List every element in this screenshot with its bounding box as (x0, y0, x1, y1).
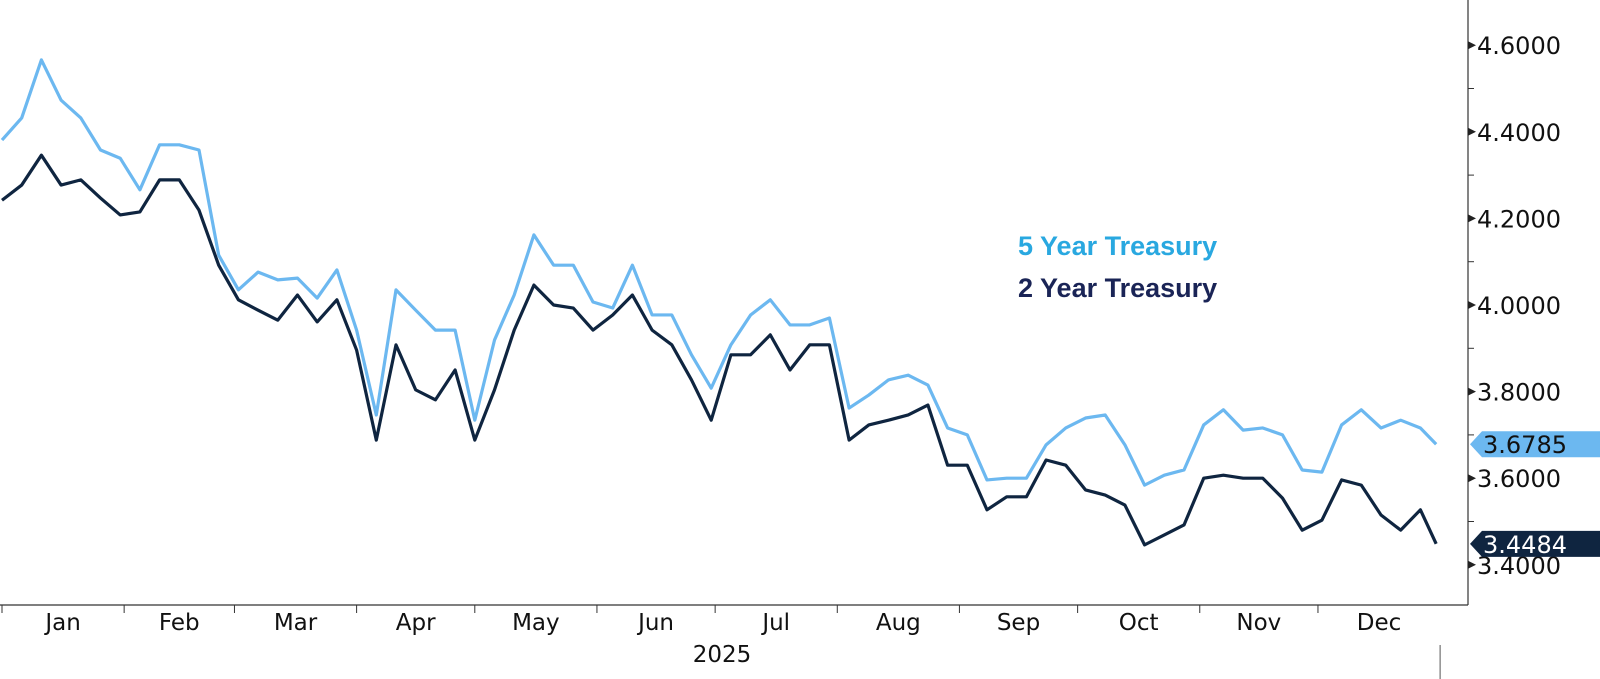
y-tick-mark (1468, 127, 1476, 136)
x-tick-label: Dec (1357, 610, 1402, 636)
last-value-label-2-year-treasury: 3.4484 (1483, 531, 1567, 559)
last-value-badge-2-year-treasury (1470, 530, 1600, 557)
legend-2-year: 2 Year Treasury (1018, 273, 1218, 303)
last-value-labels: 3.4484 3.6785 (1470, 431, 1600, 559)
y-tick-mark (1468, 214, 1476, 223)
y-tick-mark (1468, 474, 1476, 483)
axes: 4.60004.40004.20004.00003.80003.60003.40… (0, 0, 1561, 679)
y-tick-mark (1468, 41, 1476, 50)
x-tick-label: Oct (1119, 610, 1159, 636)
x-axis-label: 2025 (693, 642, 752, 668)
y-tick-mark (1468, 301, 1476, 309)
y-tick-label: 4.0000 (1477, 292, 1561, 320)
series-line-5-year-treasury (0, 58, 1438, 487)
y-tick-label: 3.8000 (1477, 379, 1561, 407)
x-tick-label: Jan (43, 610, 80, 636)
y-tick-label: 4.4000 (1477, 119, 1561, 147)
x-tick-label: Jul (760, 610, 790, 636)
series-lines (0, 58, 1438, 547)
y-tick-mark (1468, 387, 1476, 396)
x-tick-label: Mar (274, 610, 318, 636)
x-tick-label: Nov (1236, 610, 1281, 636)
last-value-label-5-year-treasury: 3.6785 (1483, 431, 1567, 459)
series-line-2-year-treasury (1, 153, 1438, 547)
x-tick-label: Sep (997, 610, 1040, 636)
x-tick-label: Aug (876, 610, 921, 636)
y-tick-label: 3.6000 (1477, 465, 1561, 493)
x-tick-label: Jun (636, 610, 674, 636)
x-tick-label: May (512, 610, 560, 636)
x-tick-label: Apr (396, 610, 436, 636)
last-value-badge-5-year-treasury (1470, 431, 1600, 458)
x-tick-label: Feb (159, 610, 200, 636)
y-tick-mark (1468, 560, 1476, 569)
y-tick-label: 4.6000 (1477, 32, 1561, 60)
legend-5-year: 5 Year Treasury (1018, 231, 1218, 261)
y-tick-label: 4.2000 (1477, 205, 1561, 233)
